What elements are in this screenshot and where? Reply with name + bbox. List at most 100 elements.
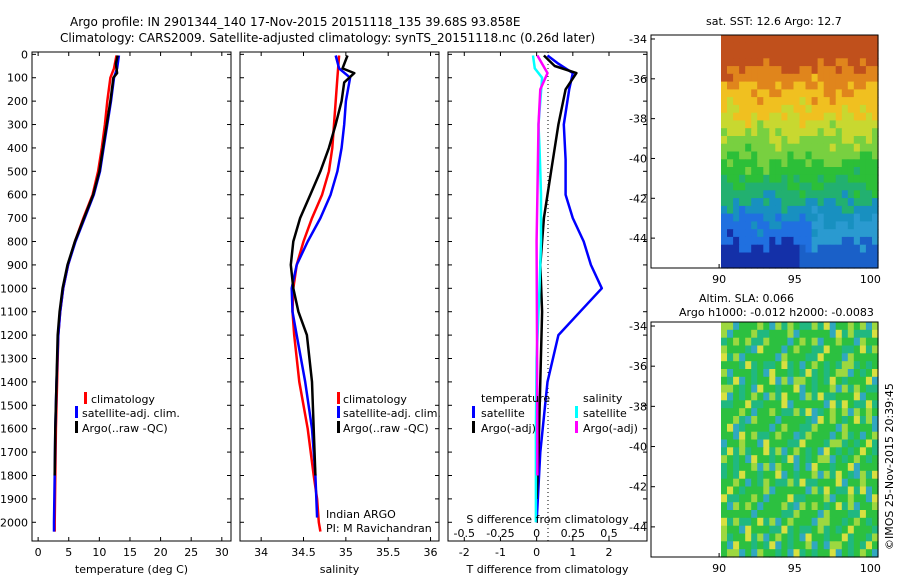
- map-cell: [769, 42, 776, 52]
- map-cell: [757, 502, 764, 511]
- map-cell: [847, 463, 855, 472]
- map-lat-label: -42: [629, 481, 647, 494]
- map-cell: [835, 198, 843, 207]
- map-cell: [805, 120, 813, 129]
- map-cell: [745, 198, 752, 207]
- map-cell: [721, 151, 728, 160]
- map-cell: [739, 205, 746, 215]
- map-cell: [853, 229, 861, 238]
- map-cell: [733, 549, 740, 558]
- map-cell: [793, 431, 801, 441]
- map-cell: [835, 337, 843, 347]
- map-cell: [751, 190, 758, 199]
- map-cell: [793, 408, 801, 417]
- map-cell: [829, 416, 837, 425]
- map-cell: [872, 252, 879, 261]
- map-cell: [763, 151, 770, 160]
- map-cell: [757, 66, 764, 75]
- map-cell: [769, 494, 776, 503]
- map-cell: [859, 42, 867, 52]
- secondary-tick-label: 0.5: [600, 527, 618, 540]
- map-cell: [787, 478, 794, 488]
- map-cell: [817, 136, 825, 145]
- map-cell: [787, 205, 794, 215]
- map-cell: [763, 252, 770, 261]
- map-cell: [733, 159, 740, 168]
- map-cell: [817, 322, 825, 331]
- map-cell: [823, 517, 831, 527]
- map-cell: [733, 221, 740, 230]
- map-cell: [853, 260, 861, 269]
- map-cell: [757, 525, 764, 535]
- secondary-axis-label: S difference from climatology: [466, 513, 629, 526]
- map-cell: [739, 525, 746, 535]
- map-cell: [733, 236, 740, 246]
- map-cell: [757, 81, 764, 90]
- legend-climatology: climatology: [91, 393, 155, 406]
- depth-tick-label: 800: [7, 236, 28, 249]
- map-cell: [829, 439, 837, 448]
- map-cell: [811, 260, 819, 269]
- map-cell: [763, 549, 770, 558]
- map-cell: [823, 58, 831, 67]
- map-cell: [787, 549, 794, 558]
- map-cell: [781, 337, 788, 347]
- map-cell: [853, 517, 861, 527]
- map-cell: [853, 167, 861, 176]
- map-cell: [823, 416, 831, 425]
- map-cell: [781, 329, 788, 339]
- depth-tick-label: 1400: [0, 376, 28, 389]
- map-cell: [733, 369, 740, 378]
- map-cell: [817, 549, 825, 558]
- map-cell: [721, 525, 728, 535]
- map-cell: [757, 174, 764, 184]
- map-cell: [721, 478, 728, 488]
- map-cell: [829, 463, 837, 472]
- map-cell: [859, 174, 867, 184]
- depth-tick-label: 500: [7, 165, 28, 178]
- map-cell: [727, 525, 734, 535]
- map-cell: [817, 221, 825, 230]
- map-cell: [811, 361, 819, 370]
- depth-tick-label: 1900: [0, 493, 28, 506]
- map-cell: [805, 42, 813, 52]
- map-cell: [751, 221, 758, 230]
- map-cell: [787, 260, 794, 269]
- map-cell: [853, 478, 861, 488]
- map-cell: [859, 73, 867, 83]
- map-cell: [751, 252, 758, 261]
- map-cell: [775, 97, 782, 106]
- pi-label: PI: M Ravichandran: [326, 522, 432, 535]
- map-cell: [799, 455, 807, 464]
- sla-map: [721, 322, 879, 558]
- map-cell: [769, 361, 776, 370]
- map-cell: [805, 478, 813, 488]
- depth-tick-label: 1800: [0, 469, 28, 482]
- map-cell: [859, 190, 867, 199]
- map-cell: [793, 252, 801, 261]
- map-cell: [847, 408, 855, 417]
- map-cell: [841, 463, 849, 472]
- map-cell: [769, 416, 776, 425]
- map-cell: [757, 120, 764, 129]
- map-cell: [865, 143, 873, 153]
- map-cell: [829, 392, 837, 401]
- map-cell: [721, 50, 728, 59]
- map-cell: [769, 120, 776, 129]
- map-cell: [829, 525, 837, 535]
- map-cell: [787, 236, 794, 246]
- map-cell: [829, 345, 837, 354]
- map-cell: [787, 120, 794, 129]
- map-cell: [853, 104, 861, 114]
- map-cell: [739, 104, 746, 114]
- map-cell: [793, 190, 801, 199]
- map-cell: [769, 369, 776, 378]
- map-cell: [781, 205, 788, 215]
- map-cell: [721, 221, 728, 230]
- map-cell: [793, 549, 801, 558]
- map-cell: [859, 392, 867, 401]
- map-cell: [847, 376, 855, 386]
- map-cell: [757, 322, 764, 331]
- map-cell: [859, 260, 867, 269]
- map-cell: [793, 447, 801, 456]
